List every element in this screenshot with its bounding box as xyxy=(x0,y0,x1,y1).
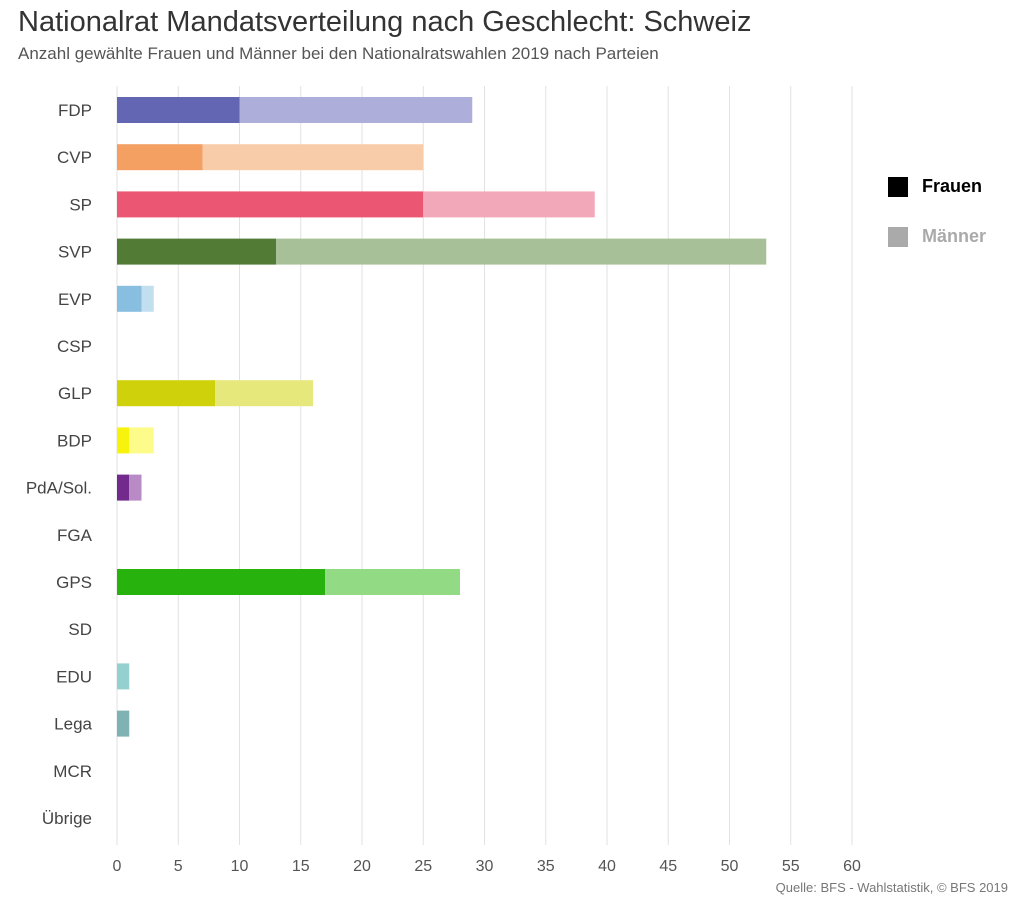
bar-frauen-glp xyxy=(117,380,215,407)
legend-swatch-frauen xyxy=(888,176,908,197)
bar-maenner-cvp xyxy=(202,144,424,171)
category-label-glp: GLP xyxy=(58,384,92,403)
category-label-edu: EDU xyxy=(56,667,92,686)
legend-label-maenner: Männer xyxy=(922,226,987,246)
bar-frauen-evp xyxy=(117,285,142,312)
category-label-gps: GPS xyxy=(56,573,92,592)
bar-frauen-svp xyxy=(117,238,277,265)
category-label-fdp: FDP xyxy=(58,101,92,120)
x-tick-label-45: 45 xyxy=(659,858,677,875)
x-tick-label-30: 30 xyxy=(476,858,494,875)
bar-frauen-pda-sol xyxy=(117,474,130,501)
x-tick-label-40: 40 xyxy=(598,858,616,875)
category-label-csp: CSP xyxy=(57,337,92,356)
x-tick-label-55: 55 xyxy=(782,858,800,875)
bar-frauen-cvp xyxy=(117,144,203,171)
x-tick-label-20: 20 xyxy=(353,858,371,875)
x-tick-label-15: 15 xyxy=(292,858,310,875)
chart-title: Nationalrat Mandatsverteilung nach Gesch… xyxy=(18,6,752,38)
category-label-lega: Lega xyxy=(54,715,92,734)
bar-maenner-pda-sol xyxy=(129,474,142,501)
x-tick-label-5: 5 xyxy=(174,858,183,875)
bar-frauen-sp xyxy=(117,191,424,218)
legend-item-frauen[interactable]: Frauen xyxy=(888,176,982,197)
x-tick-label-50: 50 xyxy=(721,858,739,875)
category-label-cvp: CVP xyxy=(57,148,92,167)
source-note: Quelle: BFS - Wahlstatistik, © BFS 2019 xyxy=(775,880,1008,895)
bar-maenner-sp xyxy=(423,191,595,218)
bar-maenner-svp xyxy=(276,238,767,265)
legend-swatch-maenner xyxy=(888,226,908,247)
legend-label-frauen: Frauen xyxy=(922,176,983,196)
bar-maenner-glp xyxy=(215,380,313,407)
category-label-sp: SP xyxy=(69,195,92,214)
category-label--brige: Übrige xyxy=(42,809,92,828)
x-tick-label-0: 0 xyxy=(113,858,122,875)
category-label-svp: SVP xyxy=(58,243,92,262)
x-tick-label-10: 10 xyxy=(231,858,249,875)
bar-maenner-edu xyxy=(117,663,130,690)
bar-maenner-lega xyxy=(117,710,130,737)
legend-item-maenner[interactable]: Männer xyxy=(888,226,986,247)
bar-maenner-fdp xyxy=(239,97,473,123)
category-label-evp: EVP xyxy=(58,290,92,309)
x-tick-label-25: 25 xyxy=(414,858,432,875)
category-label-sd: SD xyxy=(68,620,92,639)
category-label-fga: FGA xyxy=(57,526,93,545)
bar-maenner-evp xyxy=(141,285,154,312)
category-label-bdp: BDP xyxy=(57,431,92,450)
bar-frauen-fdp xyxy=(117,97,240,123)
x-tick-label-35: 35 xyxy=(537,858,555,875)
category-label-mcr: MCR xyxy=(53,762,92,781)
bar-frauen-bdp xyxy=(117,427,130,454)
category-label-pda-sol: PdA/Sol. xyxy=(26,479,92,498)
chart-subtitle: Anzahl gewählte Frauen und Männer bei de… xyxy=(18,44,659,63)
bar-maenner-gps xyxy=(325,569,460,595)
bar-maenner-bdp xyxy=(129,427,154,454)
x-tick-label-60: 60 xyxy=(843,858,861,875)
bar-frauen-gps xyxy=(117,569,326,595)
